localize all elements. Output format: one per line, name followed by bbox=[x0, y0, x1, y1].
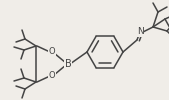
Text: O: O bbox=[49, 72, 55, 80]
Text: N: N bbox=[137, 28, 143, 36]
Text: B: B bbox=[65, 59, 71, 69]
Text: O: O bbox=[49, 48, 55, 56]
